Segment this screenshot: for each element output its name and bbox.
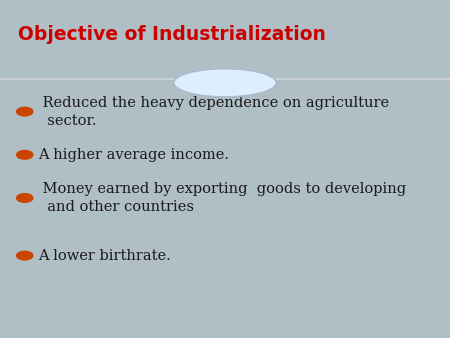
Text: Money earned by exporting  goods to developing
  and other countries: Money earned by exporting goods to devel… [38, 182, 406, 214]
Circle shape [17, 194, 33, 202]
Circle shape [17, 150, 33, 159]
Text: A lower birthrate.: A lower birthrate. [38, 248, 171, 263]
Circle shape [174, 69, 276, 97]
Text: Objective of Industrialization: Objective of Industrialization [18, 25, 326, 44]
Text: Reduced the heavy dependence on agriculture
  sector.: Reduced the heavy dependence on agricult… [38, 96, 389, 127]
Circle shape [17, 107, 33, 116]
Circle shape [17, 251, 33, 260]
Text: A higher average income.: A higher average income. [38, 148, 229, 162]
